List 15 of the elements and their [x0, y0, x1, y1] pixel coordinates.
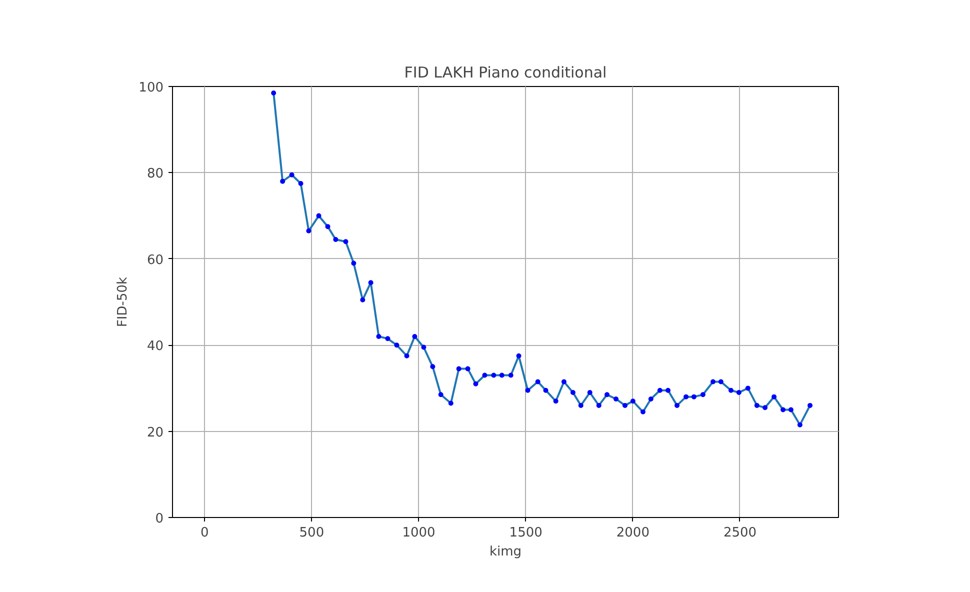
- y-tick-label: 20: [146, 425, 164, 440]
- x-tick-label: 2000: [616, 526, 650, 540]
- x-tick-label: 500: [299, 526, 324, 540]
- y-tick-label: 100: [138, 80, 164, 96]
- x-axis-title: kimg: [489, 544, 522, 560]
- x-tick-label: 0: [200, 526, 209, 540]
- x-tick-label: 1000: [402, 526, 436, 540]
- y-tick-label: 60: [146, 252, 164, 268]
- y-tick-label: 0: [155, 512, 164, 526]
- chart-title: FID LAKH Piano conditional: [404, 64, 607, 82]
- x-tick-label: 1500: [509, 526, 542, 540]
- x-tick-label: 2500: [723, 526, 757, 540]
- y-tick-label: 80: [146, 166, 164, 182]
- y-axis-title: FID-50k: [116, 276, 131, 328]
- y-tick-label: 40: [146, 339, 164, 354]
